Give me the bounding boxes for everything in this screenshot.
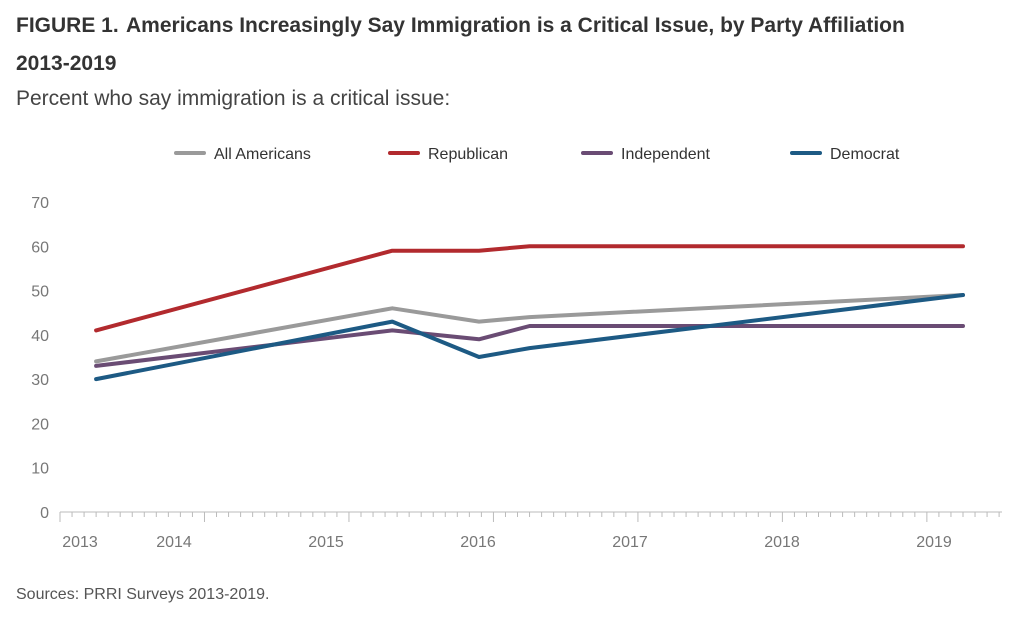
x-tick-label: 2016 — [460, 534, 496, 551]
series-line-independent — [94, 324, 965, 368]
series-line-democrat — [94, 293, 965, 382]
y-tick-label: 40 — [31, 328, 49, 345]
y-tick-label: 20 — [31, 416, 49, 433]
legend-label-republican: Republican — [428, 146, 508, 163]
chart-subtitle: Percent who say immigration is a critica… — [16, 87, 451, 110]
series-line-all-americans — [94, 293, 965, 364]
legend-label-all-americans: All Americans — [214, 146, 311, 163]
y-tick-label: 50 — [31, 284, 49, 301]
y-tick-label: 0 — [40, 505, 49, 522]
x-tick-label: 2018 — [764, 534, 800, 551]
legend-label-independent: Independent — [621, 146, 711, 163]
chart-title: Americans Increasingly Say Immigration i… — [126, 14, 905, 37]
x-tick-label: 2013 — [62, 534, 98, 551]
y-tick-label: 60 — [31, 239, 49, 256]
series-line-republican — [94, 244, 965, 333]
x-tick-label: 2017 — [612, 534, 648, 551]
y-tick-label: 70 — [31, 195, 49, 212]
chart-title-years: 2013-2019 — [16, 52, 117, 75]
source-note: Sources: PRRI Surveys 2013-2019. — [16, 586, 270, 603]
y-tick-label: 10 — [31, 461, 49, 478]
figure-label: FIGURE 1. — [16, 14, 119, 37]
legend-label-democrat: Democrat — [830, 146, 900, 163]
y-tick-label: 30 — [31, 372, 49, 389]
line-chart: All Americans Republican Independent Democr… — [31, 146, 1002, 551]
x-tick-label: 2014 — [156, 534, 192, 551]
x-tick-label: 2019 — [916, 534, 952, 551]
x-tick-label: 2015 — [308, 534, 344, 551]
